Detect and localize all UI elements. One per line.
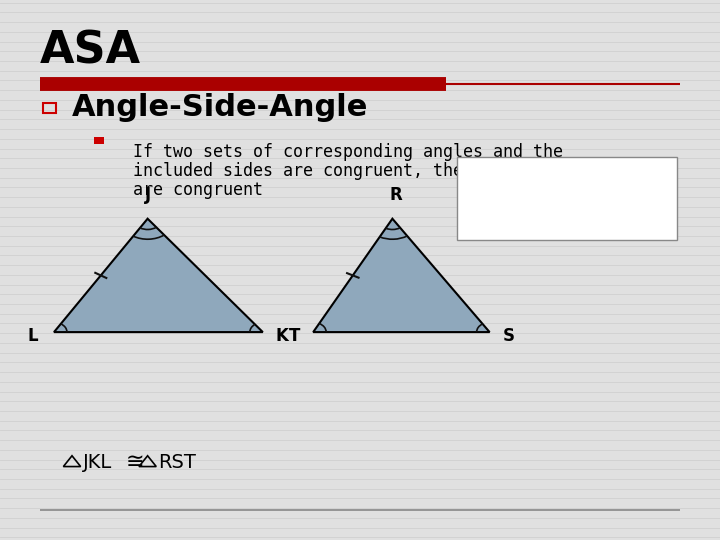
Text: R: R	[390, 186, 402, 204]
Text: are congruent: are congruent	[133, 181, 264, 199]
Text: JKL: JKL	[83, 453, 112, 472]
Text: Angle-Side-Angle: Angle-Side-Angle	[72, 93, 369, 123]
Text: ≅: ≅	[126, 452, 145, 472]
Text: J: J	[145, 186, 150, 204]
Polygon shape	[54, 219, 263, 332]
Bar	[94, 137, 104, 144]
Text: T: T	[289, 327, 300, 346]
Text: included sides are congruent, then the triangles: included sides are congruent, then the t…	[133, 162, 613, 180]
Text: ASA: ASA	[40, 30, 140, 73]
Text: * The included side is
the side between the
two congruent angles: * The included side is the side between …	[464, 162, 652, 221]
Text: If two sets of corresponding angles and the: If two sets of corresponding angles and …	[133, 143, 563, 161]
Bar	[43, 103, 56, 113]
Text: S: S	[503, 327, 515, 346]
Polygon shape	[313, 219, 490, 332]
Text: RST: RST	[158, 453, 197, 472]
Bar	[457, 157, 677, 240]
Text: L: L	[27, 327, 38, 346]
Text: K: K	[276, 327, 289, 346]
